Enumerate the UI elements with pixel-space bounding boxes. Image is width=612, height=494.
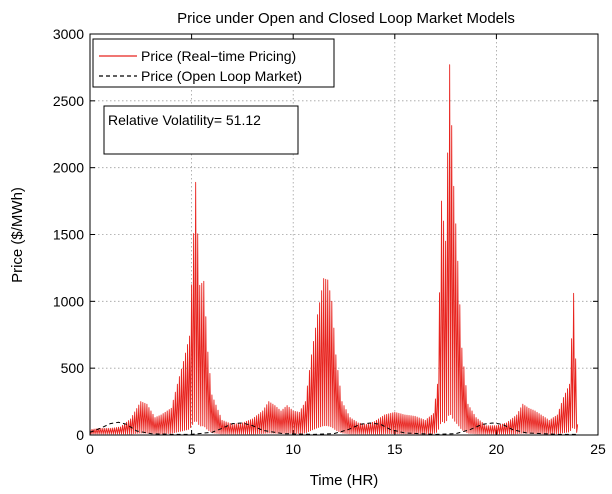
y-tick-label: 1500 [53,227,84,243]
series-line-open-loop-market [89,421,578,435]
y-axis-label: Price ($/MWh) [9,187,26,283]
plot-frame [89,33,599,436]
axis-ticks: 0 5 10 15 20 25 0 500 1000 1500 2000 2500 3000 [53,26,606,457]
x-tick-label: 25 [590,441,606,457]
legend-label-openloop: Price (Open Loop Market) [141,68,302,84]
x-tick-label: 10 [285,441,301,457]
annotation-box [103,105,299,155]
legend: Price (Real−time Pricing) Price (Open Lo… [92,38,335,88]
y-tick-label: 0 [76,427,84,443]
y-tick-label: 2500 [53,93,84,109]
legend-box [92,38,335,88]
y-tick-label: 3000 [53,26,84,42]
annotation: Relative Volatility= 51.12 [103,105,299,155]
x-tick-label: 0 [86,441,94,457]
x-axis-label: Time (HR) [310,472,379,489]
annotation-text: Relative Volatility= 51.12 [108,112,261,128]
series-group [89,64,579,435]
legend-label-realtime: Price (Real−time Pricing) [141,48,296,64]
x-tick-label: 20 [489,441,505,457]
series-line-realtime-pricing [89,64,579,435]
y-tick-label: 500 [61,360,85,376]
y-tick-label: 1000 [53,293,84,309]
x-tick-label: 5 [188,441,196,457]
x-tick-label: 15 [387,441,403,457]
y-tick-label: 2000 [53,160,84,176]
grid-lines [90,34,598,435]
chart-title: Price under Open and Closed Loop Market … [177,10,515,27]
